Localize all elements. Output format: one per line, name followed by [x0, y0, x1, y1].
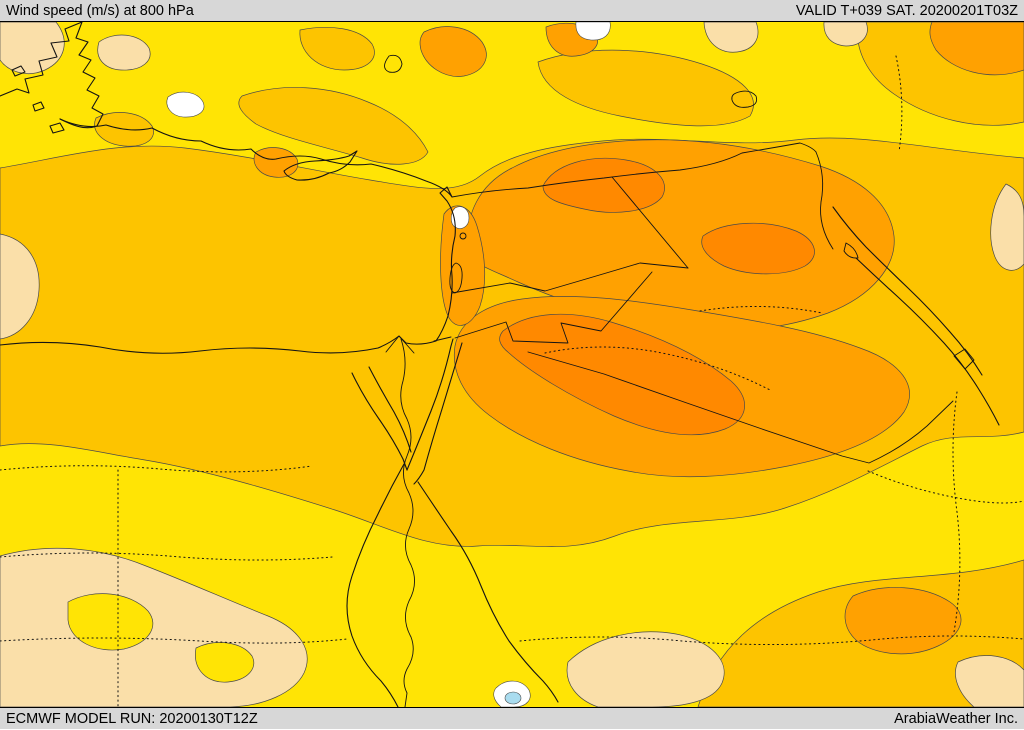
wind-map-svg: [0, 22, 1024, 707]
map-title: Wind speed (m/s) at 800 hPa: [6, 2, 194, 19]
dotted-line-turkey-iran: [895, 55, 903, 153]
coastline-red-sea-west: [346, 463, 405, 707]
dotted-line-egypt-a: [0, 465, 313, 473]
map-header-bar: Wind speed (m/s) at 800 hPa VALID T+039 …: [0, 0, 1024, 22]
coastline-mediterranean-levant-egypt: [0, 118, 456, 354]
border-egypt-israel: [433, 336, 452, 342]
contour-white-lebanon-coast: [450, 206, 470, 229]
coastline-persian-gulf-northeast: [832, 206, 983, 376]
contour-deep-orange-layer: [499, 157, 815, 436]
contour-peach-bottomright-corner: [955, 655, 1024, 707]
contour-orange-topright-corner: [929, 22, 1024, 76]
contour-deeporange-saudi-band: [499, 313, 745, 436]
coastline-gulf-of-aqaba: [406, 338, 463, 485]
contour-peach-right-edge: [990, 183, 1024, 271]
coastline-aegean-bays: [0, 22, 83, 97]
border-syria-iraq: [611, 176, 689, 269]
contour-orange-antalya-small: [253, 147, 299, 178]
contour-peach-topedge-a: [703, 22, 759, 53]
contour-yellow-hole-bottomleft-a: [67, 593, 154, 651]
island-rhodes: [49, 122, 65, 134]
contour-peach-layer: [0, 22, 1024, 707]
contour-gold-turkey-topcenter: [299, 27, 375, 71]
contour-white-layer: [166, 22, 611, 707]
contour-deeporange-north-syria: [542, 157, 665, 213]
coastline-red-sea-east: [417, 481, 559, 703]
lake-tuz: [384, 54, 403, 73]
brand-label: ArabiaWeather Inc.: [894, 710, 1018, 727]
wind-speed-map: [0, 22, 1024, 707]
contour-gold-turkey-east: [537, 49, 754, 127]
river-nile: [400, 338, 415, 707]
dotted-line-saudi-region-b: [699, 305, 823, 314]
coastline-layer: [0, 22, 1000, 707]
contour-gold-turkey-west: [238, 87, 429, 165]
dotted-line-arabia-vertical: [952, 391, 961, 633]
dotted-line-egypt-b: [0, 552, 333, 561]
contour-white-topedge: [575, 22, 611, 41]
border-jordan-saudi-zigzag: [454, 271, 653, 344]
lake-dead-sea: [449, 262, 463, 294]
dotted-line-saudi-region-c: [867, 470, 1024, 504]
coastline-gulf-of-suez: [351, 366, 412, 471]
contour-yellow-hole-bottomleft-b: [195, 642, 254, 683]
dotted-line-arabia-south: [519, 635, 1024, 646]
river-nile-delta: [385, 335, 415, 354]
contour-orange-anatolia-small: [419, 26, 487, 77]
coastline-persian-gulf-southwest: [855, 257, 1000, 426]
border-iraq-saudi: [527, 351, 954, 464]
model-run-label: ECMWF MODEL RUN: 20200130T12Z: [6, 710, 258, 727]
valid-time-label: VALID T+039 SAT. 20200201T03Z: [795, 2, 1018, 19]
graticule-dotted-layer: [0, 55, 1024, 707]
contour-lightblue-calm-spot: [504, 691, 522, 705]
border-layer: [433, 142, 954, 464]
island-aegean-a: [11, 65, 26, 77]
contour-orange-bottomright: [844, 587, 962, 655]
coastline-cyprus: [283, 150, 358, 181]
contour-peach-left-edge: [0, 233, 40, 340]
map-footer-bar: ECMWF MODEL RUN: 20200130T12Z ArabiaWeat…: [0, 707, 1024, 729]
island-aegean-b: [32, 101, 45, 112]
contour-peach-topleft-small: [97, 34, 151, 71]
lake-van: [731, 90, 758, 108]
border-iraq-iran: [815, 151, 834, 250]
border-turkey-syria-iraq: [451, 142, 817, 198]
contour-white-turkey-lakes: [166, 91, 205, 118]
border-jordan-north: [451, 262, 689, 294]
contour-peach-topedge-b: [823, 22, 868, 47]
contour-peach-topleft-corner: [0, 22, 65, 74]
contour-deeporange-central-iraq: [701, 222, 815, 275]
peninsula-qatar: [953, 348, 975, 370]
coastline-kuwait-bay: [843, 242, 859, 259]
contour-peach-bottomcenter: [566, 631, 725, 707]
lake-galilee: [459, 232, 467, 240]
coastline-aegean-jagged: [59, 22, 104, 129]
